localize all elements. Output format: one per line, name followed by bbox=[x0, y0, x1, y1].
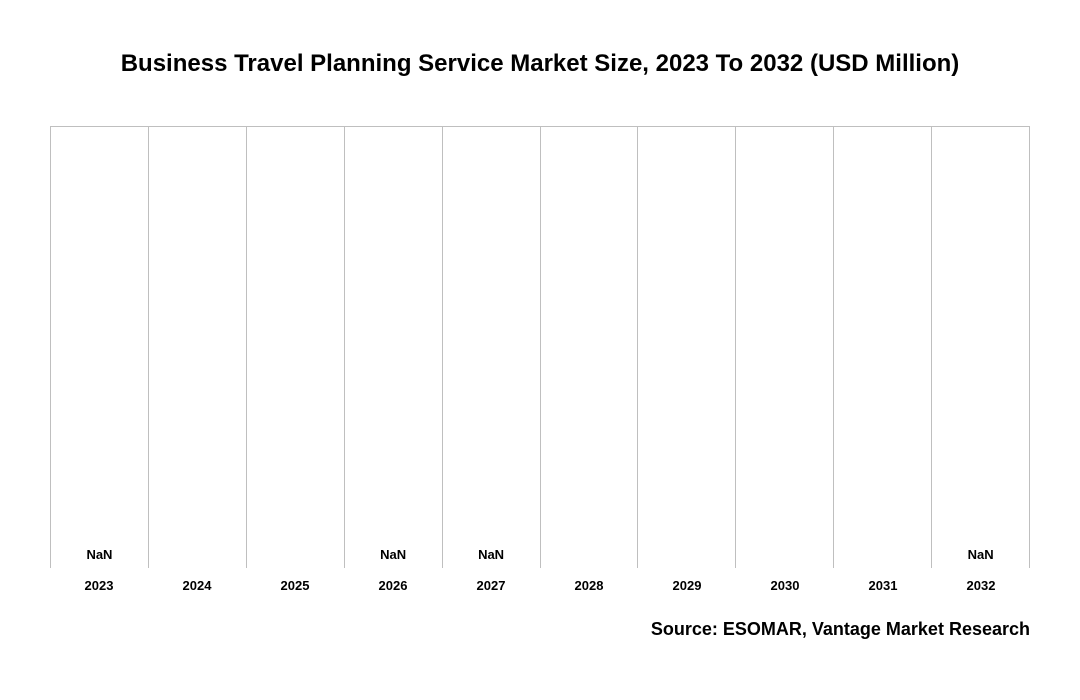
bar-column bbox=[148, 127, 246, 568]
plot-wrap: NaNNaNNaNNaN 202320242025202620272028202… bbox=[50, 126, 1030, 593]
x-axis-tick: 2024 bbox=[148, 568, 246, 593]
x-axis-tick: 2027 bbox=[442, 568, 540, 593]
plot-area: NaNNaNNaNNaN bbox=[50, 126, 1030, 568]
x-axis-tick: 2028 bbox=[540, 568, 638, 593]
x-axis-tick: 2023 bbox=[50, 568, 148, 593]
bar-column bbox=[735, 127, 833, 568]
bar-column: NaN bbox=[344, 127, 442, 568]
bar-value-label: NaN bbox=[932, 547, 1029, 568]
chart-container: Business Travel Planning Service Market … bbox=[0, 0, 1080, 700]
bar-column bbox=[246, 127, 344, 568]
bar-column bbox=[540, 127, 638, 568]
bar-column: NaN bbox=[50, 127, 148, 568]
bar-value-label: NaN bbox=[345, 547, 442, 568]
x-axis: 2023202420252026202720282029203020312032 bbox=[50, 568, 1030, 593]
bar-column bbox=[637, 127, 735, 568]
bar-column: NaN bbox=[931, 127, 1029, 568]
x-axis-tick: 2026 bbox=[344, 568, 442, 593]
x-axis-tick: 2031 bbox=[834, 568, 932, 593]
x-axis-tick: 2032 bbox=[932, 568, 1030, 593]
source-attribution: Source: ESOMAR, Vantage Market Research bbox=[50, 619, 1030, 640]
x-axis-tick: 2030 bbox=[736, 568, 834, 593]
bar-value-label: NaN bbox=[51, 547, 148, 568]
bar-column: NaN bbox=[442, 127, 540, 568]
bar-column bbox=[833, 127, 931, 568]
x-axis-tick: 2029 bbox=[638, 568, 736, 593]
chart-title: Business Travel Planning Service Market … bbox=[50, 50, 1030, 78]
bar-value-label: NaN bbox=[443, 547, 540, 568]
x-axis-tick: 2025 bbox=[246, 568, 344, 593]
